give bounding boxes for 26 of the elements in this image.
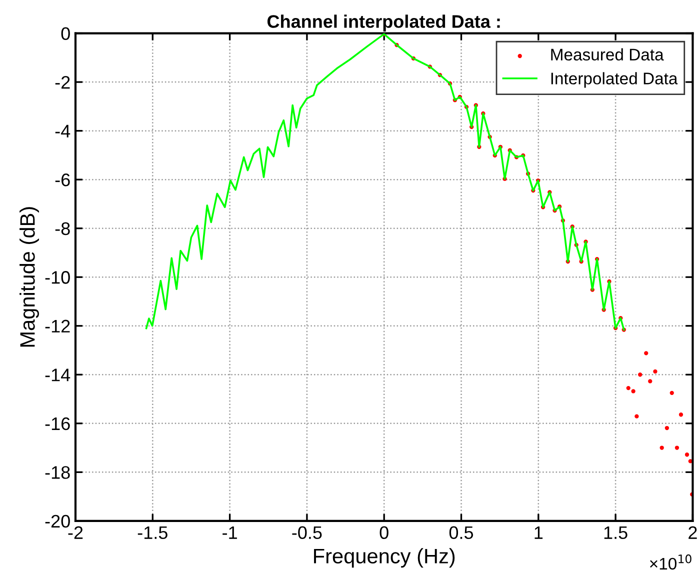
y-tick-label: -12 (45, 320, 70, 332)
x-tick-label: -2 (68, 526, 83, 539)
x-tick-label: -0.5 (292, 526, 322, 540)
y-axis-title: Magnitude (dB) (20, 207, 39, 347)
y-tick-label: -16 (45, 417, 70, 430)
y-tick-label: -6 (55, 174, 70, 186)
y-tick-label: -2 (55, 76, 70, 89)
y-tick-label: -4 (55, 124, 70, 138)
legend-label: Measured Data (551, 48, 664, 61)
y-tick-label: -18 (45, 466, 70, 479)
y-tick-label: -20 (45, 514, 70, 528)
x-tick-label: -1.5 (138, 526, 168, 540)
legend-label: Interpolated Data (551, 72, 678, 88)
x-tick-label: -1 (222, 526, 237, 539)
x-tick-label: 0 (380, 526, 388, 540)
x-axis-title: Frequency (Hz) (314, 548, 455, 568)
y-tick-label: -14 (45, 368, 70, 382)
x-tick-label: 1.5 (604, 526, 628, 540)
x-tick-label: 2 (688, 526, 697, 539)
x-tick-label: 1 (534, 526, 543, 539)
text: ×10$^{10}$ (650, 554, 692, 570)
y-tick-label: -8 (55, 222, 70, 236)
chart-title: Channel interpolated Data : (267, 14, 500, 32)
y-tick-label: 0 (61, 27, 70, 40)
x-tick-label: 0.5 (449, 526, 474, 540)
y-tick-label: -10 (45, 271, 70, 284)
